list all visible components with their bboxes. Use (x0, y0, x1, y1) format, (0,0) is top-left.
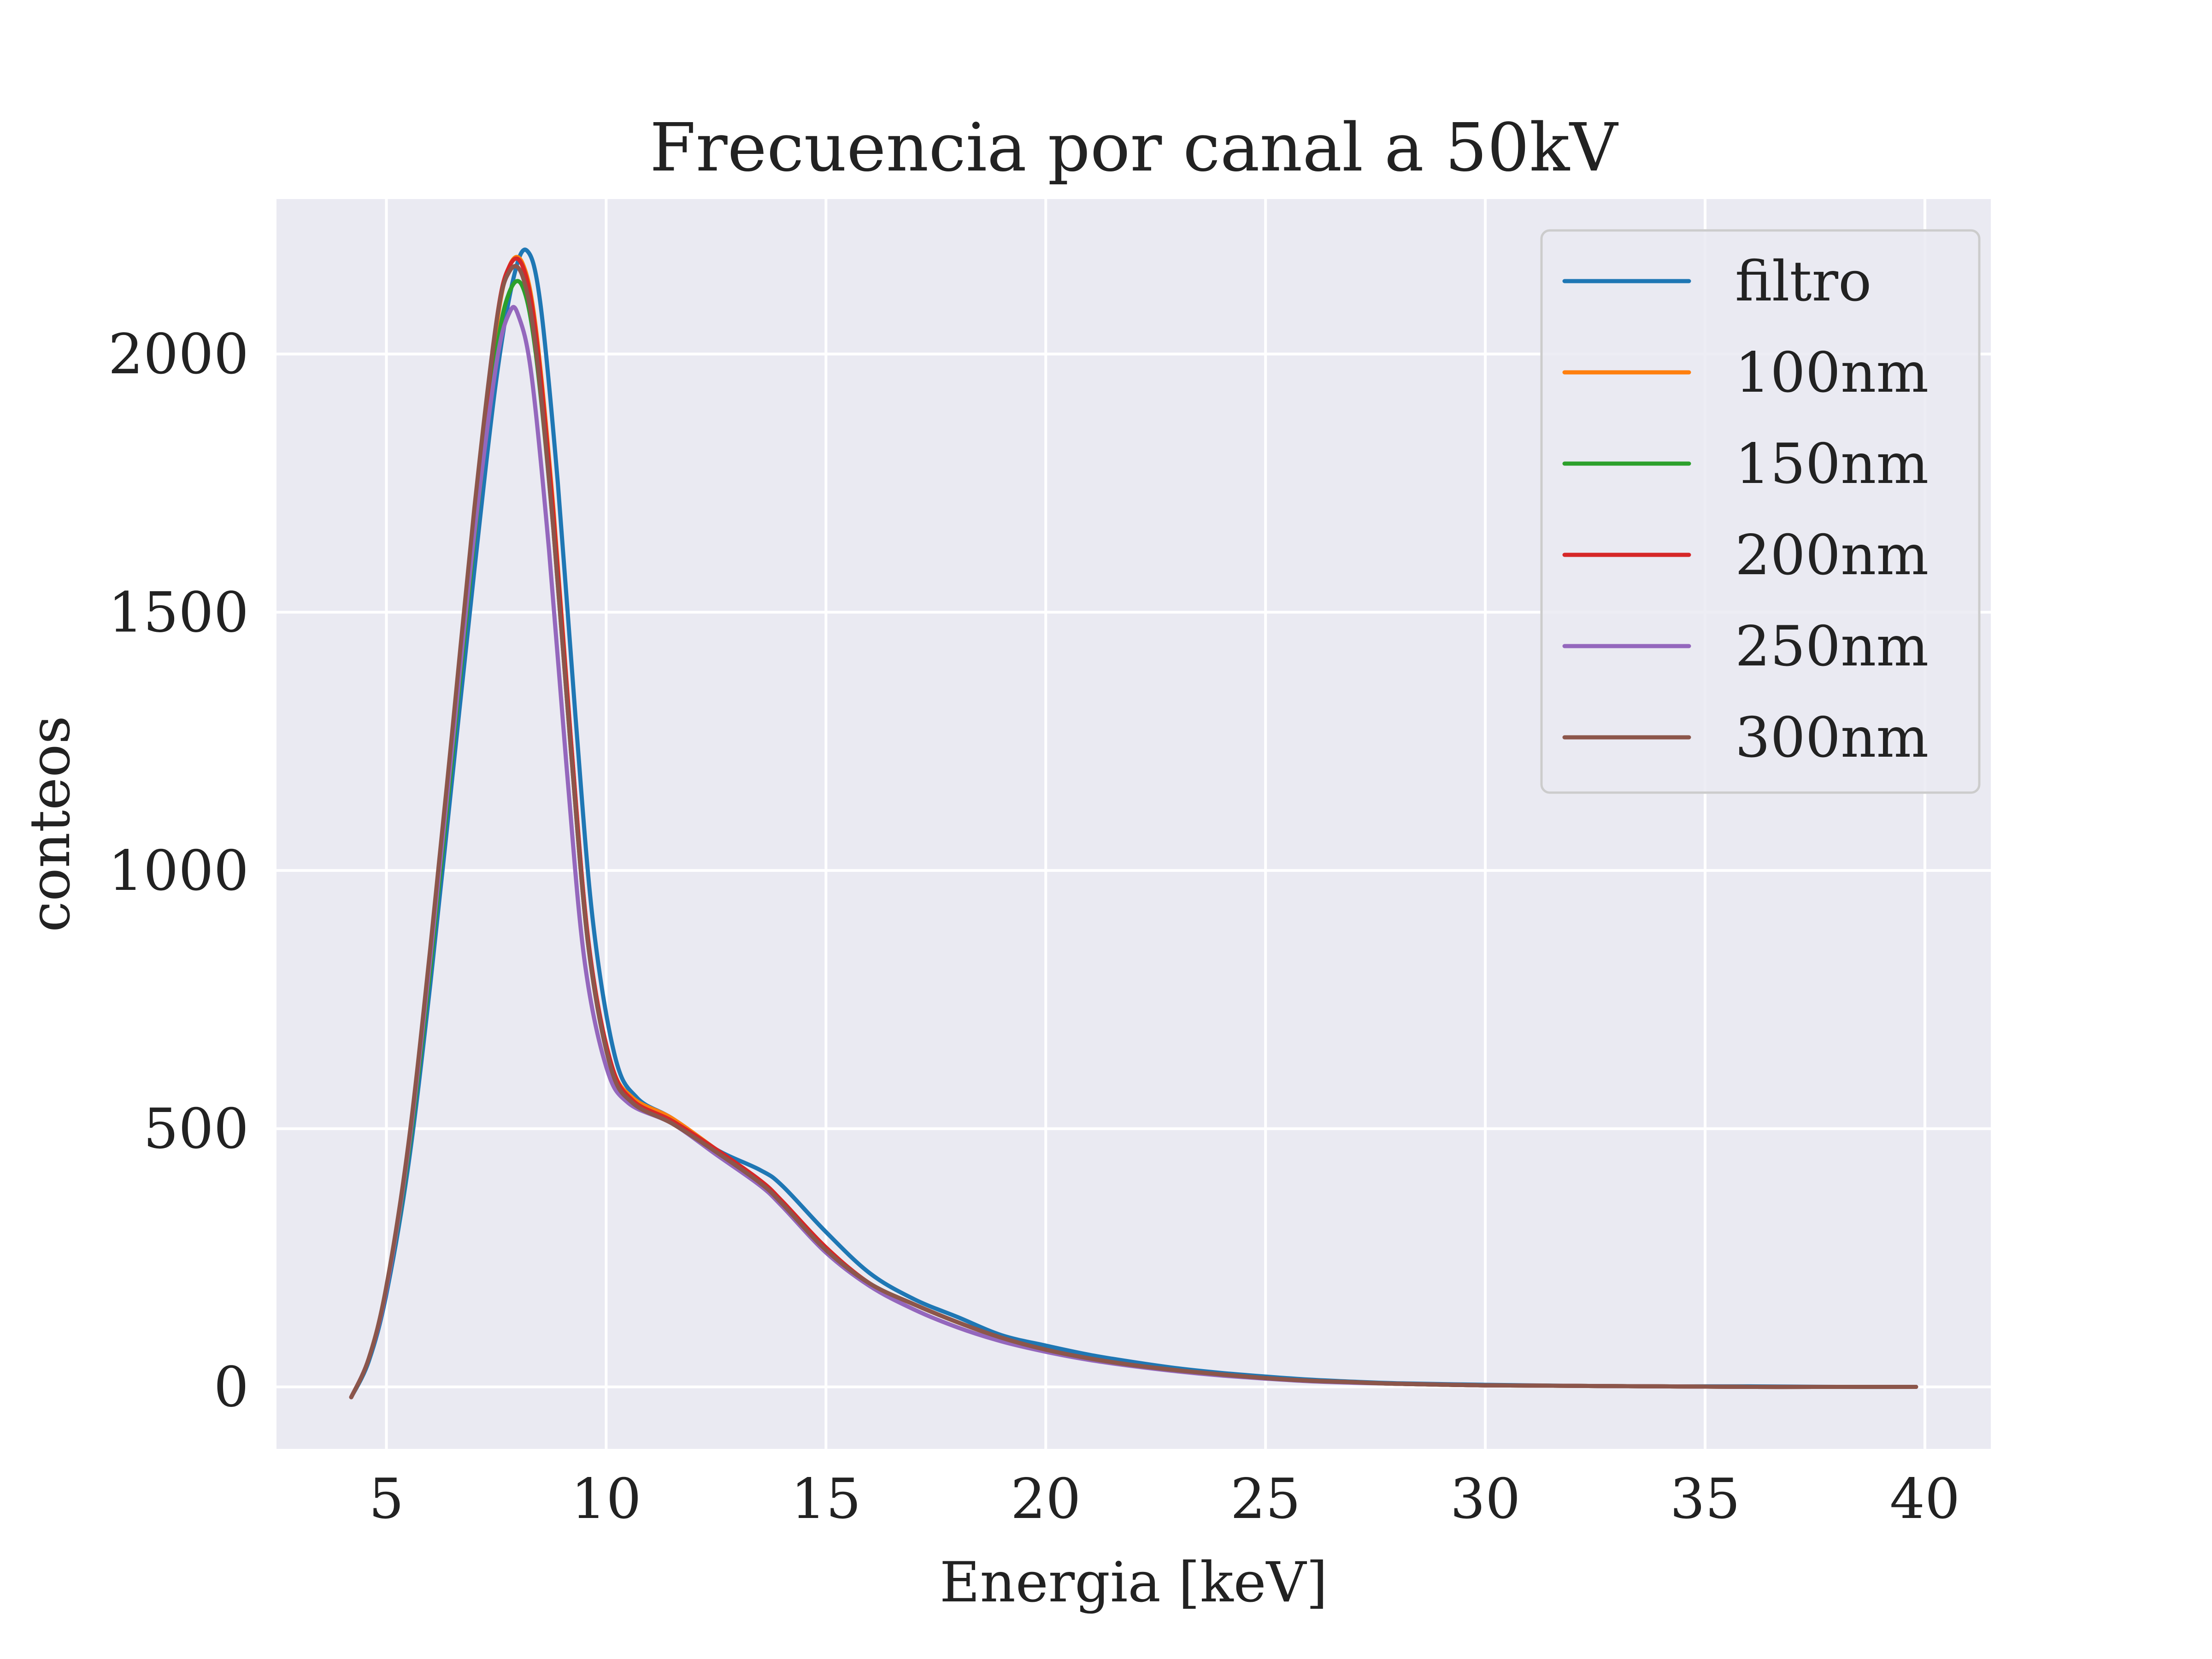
x-tick-label: 10 (571, 1467, 641, 1531)
y-tick-label: 1500 (108, 581, 249, 645)
series-line-300nm (349, 264, 1918, 1400)
legend-label-200nm: 200nm (1735, 524, 1929, 588)
x-tick-label: 25 (1230, 1467, 1301, 1531)
x-tick-label: 35 (1670, 1467, 1741, 1531)
legend-label-250nm: 250nm (1735, 615, 1929, 679)
legend-label-300nm: 300nm (1735, 706, 1929, 770)
tick-labels: 5 10 15 20 25 30 35 40 0 500 1000 1500 2000 (108, 323, 1960, 1531)
series-layer (349, 247, 1918, 1400)
x-axis-label: Energia [keV] (940, 1551, 1328, 1615)
grid (276, 199, 1991, 1449)
legend-label-100nm: 100nm (1735, 341, 1929, 405)
y-axis-label: conteos (18, 716, 82, 932)
y-tick-label: 2000 (108, 323, 249, 387)
y-tick-label: 1000 (108, 839, 249, 903)
x-tick-label: 15 (791, 1467, 861, 1531)
legend-label-150nm: 150nm (1735, 432, 1929, 496)
y-tick-label: 500 (143, 1097, 249, 1161)
legend-label-filtro: filtro (1735, 250, 1871, 314)
chart-title: Frecuencia por canal a 50kV (650, 109, 1619, 186)
legend: filtro 100nm 150nm 200nm 250nm 300nm (1540, 229, 1981, 794)
x-tick-label: 5 (369, 1467, 404, 1531)
x-tick-label: 40 (1890, 1467, 1960, 1531)
y-tick-label: 0 (214, 1356, 249, 1420)
x-tick-label: 30 (1450, 1467, 1521, 1531)
x-tick-label: 20 (1011, 1467, 1081, 1531)
